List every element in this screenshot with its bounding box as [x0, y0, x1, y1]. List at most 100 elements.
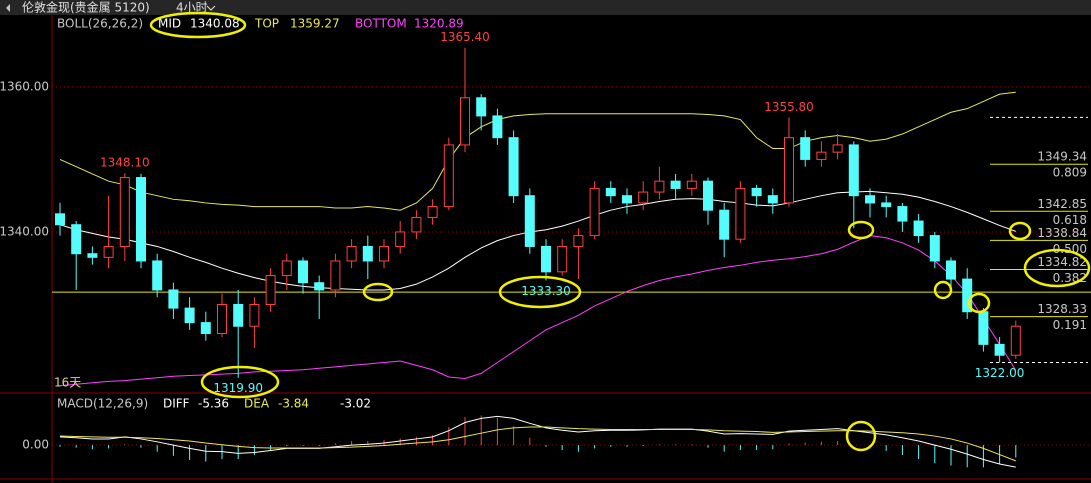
- candle-body: [71, 224, 82, 255]
- plot: 1340.00 1360.00 1365.40 1348.10 1355.80 1319.…: [0, 17, 1091, 468]
- extreme-label: 1365.40: [440, 30, 490, 44]
- legend-value: 1340.08: [190, 17, 240, 31]
- candle-body: [168, 289, 179, 309]
- period[interactable]: 4小时: [176, 1, 208, 15]
- candle-body: [152, 260, 163, 291]
- candle-body: [265, 274, 276, 305]
- fib-ratio: 0.500: [1053, 242, 1087, 256]
- nav-icon[interactable]: [6, 4, 10, 12]
- legend-name: BOTTOM: [355, 17, 407, 31]
- fib-ratio: 0.618: [1053, 213, 1087, 227]
- extreme-label: 1319.90: [213, 381, 263, 395]
- fib-ratio: 0.191: [1053, 318, 1087, 332]
- legend-value: -3.02: [340, 397, 371, 411]
- candle-body: [913, 220, 924, 237]
- highlight-circle: [1008, 221, 1032, 241]
- candle-body: [605, 187, 616, 197]
- candle-body: [654, 180, 665, 193]
- period-label: 16天: [54, 376, 81, 390]
- candle-body: [800, 137, 811, 160]
- legend-name: MID: [158, 17, 181, 31]
- candle-body: [703, 180, 713, 211]
- candle-body: [103, 245, 114, 258]
- candle-body: [897, 206, 908, 222]
- dropdown-icon[interactable]: [206, 5, 216, 11]
- extreme-label: 1333.30: [521, 284, 571, 298]
- fib-price: 1328.33: [1037, 302, 1087, 316]
- candle-body: [314, 282, 325, 291]
- highlight-circle: [933, 280, 953, 300]
- highlight-circle: [149, 11, 247, 39]
- legend-value: 1359.27: [290, 17, 340, 31]
- candle-body: [476, 97, 487, 117]
- candle-body: [524, 195, 535, 247]
- candle-body: [460, 97, 470, 146]
- candle-body: [622, 195, 632, 204]
- candle-body: [978, 311, 989, 345]
- candle-body: [557, 245, 568, 273]
- candle-body: [346, 245, 357, 262]
- fib-price: 1342.85: [1037, 197, 1087, 211]
- fib-ratio: 0.809: [1053, 166, 1087, 180]
- candle-body: [573, 235, 584, 247]
- y-tick-label: 0.00: [22, 438, 49, 452]
- fib-price: 1338.84: [1037, 226, 1087, 240]
- candle-body: [832, 144, 843, 153]
- candle-body: [541, 245, 551, 273]
- candle-body: [119, 177, 130, 247]
- extreme-label: 1322.00: [975, 366, 1025, 380]
- indicator-label: BOLL(26,26,2): [57, 17, 143, 31]
- highlight-circle: [200, 365, 280, 399]
- candle-body: [589, 187, 600, 237]
- candle-body: [719, 209, 730, 240]
- user-drawings: [149, 11, 1091, 452]
- legend-value: 1320.89: [414, 17, 464, 31]
- highlight-circle: [967, 292, 991, 314]
- candle-body: [55, 213, 65, 226]
- candle-body: [443, 144, 454, 208]
- candle-body: [362, 245, 373, 262]
- candle-body: [200, 322, 211, 334]
- highlight-circle: [1023, 248, 1091, 288]
- candle-body: [638, 191, 649, 204]
- candle-body: [233, 303, 244, 327]
- highlight-circle: [362, 282, 394, 302]
- candle-body: [379, 245, 389, 262]
- title-bar: [0, 0, 1091, 15]
- y-tick-label: 1360.00: [0, 79, 49, 93]
- candle-body: [136, 177, 146, 262]
- candle-body: [508, 137, 519, 197]
- candle-body: [1010, 325, 1021, 356]
- bollinger-line: [59, 235, 1017, 387]
- extreme-label: 1348.10: [100, 156, 150, 170]
- y-tick-label: 1340.00: [0, 224, 49, 238]
- highlight-circle: [845, 420, 877, 452]
- macd-line: [59, 426, 1016, 462]
- candle-body: [492, 115, 503, 139]
- legend-name: DEA: [244, 397, 270, 411]
- legend-name: TOP: [254, 17, 279, 31]
- candle-body: [686, 180, 697, 189]
- legend-value: -5.36: [198, 397, 229, 411]
- indicator-label: MACD(12,26,9): [57, 397, 148, 411]
- candle-body: [395, 231, 406, 247]
- candle-body: [946, 260, 956, 280]
- legend-name: DIFF: [163, 397, 190, 411]
- legend-value: -3.84: [278, 397, 309, 411]
- candle-body: [848, 144, 859, 197]
- candle-body: [298, 260, 308, 284]
- highlight-circle: [847, 220, 875, 240]
- candle-body: [281, 260, 292, 276]
- extreme-label: 1355.80: [764, 100, 814, 114]
- candle-body: [865, 195, 875, 204]
- candle-body: [735, 187, 746, 240]
- candle-body: [217, 303, 227, 334]
- candle-body: [87, 253, 98, 258]
- candle-body: [330, 260, 341, 291]
- fib-price: 1334.82: [1037, 255, 1087, 269]
- candle-body: [249, 303, 260, 327]
- candle-body: [881, 202, 892, 208]
- fib-price: 1349.34: [1037, 150, 1087, 164]
